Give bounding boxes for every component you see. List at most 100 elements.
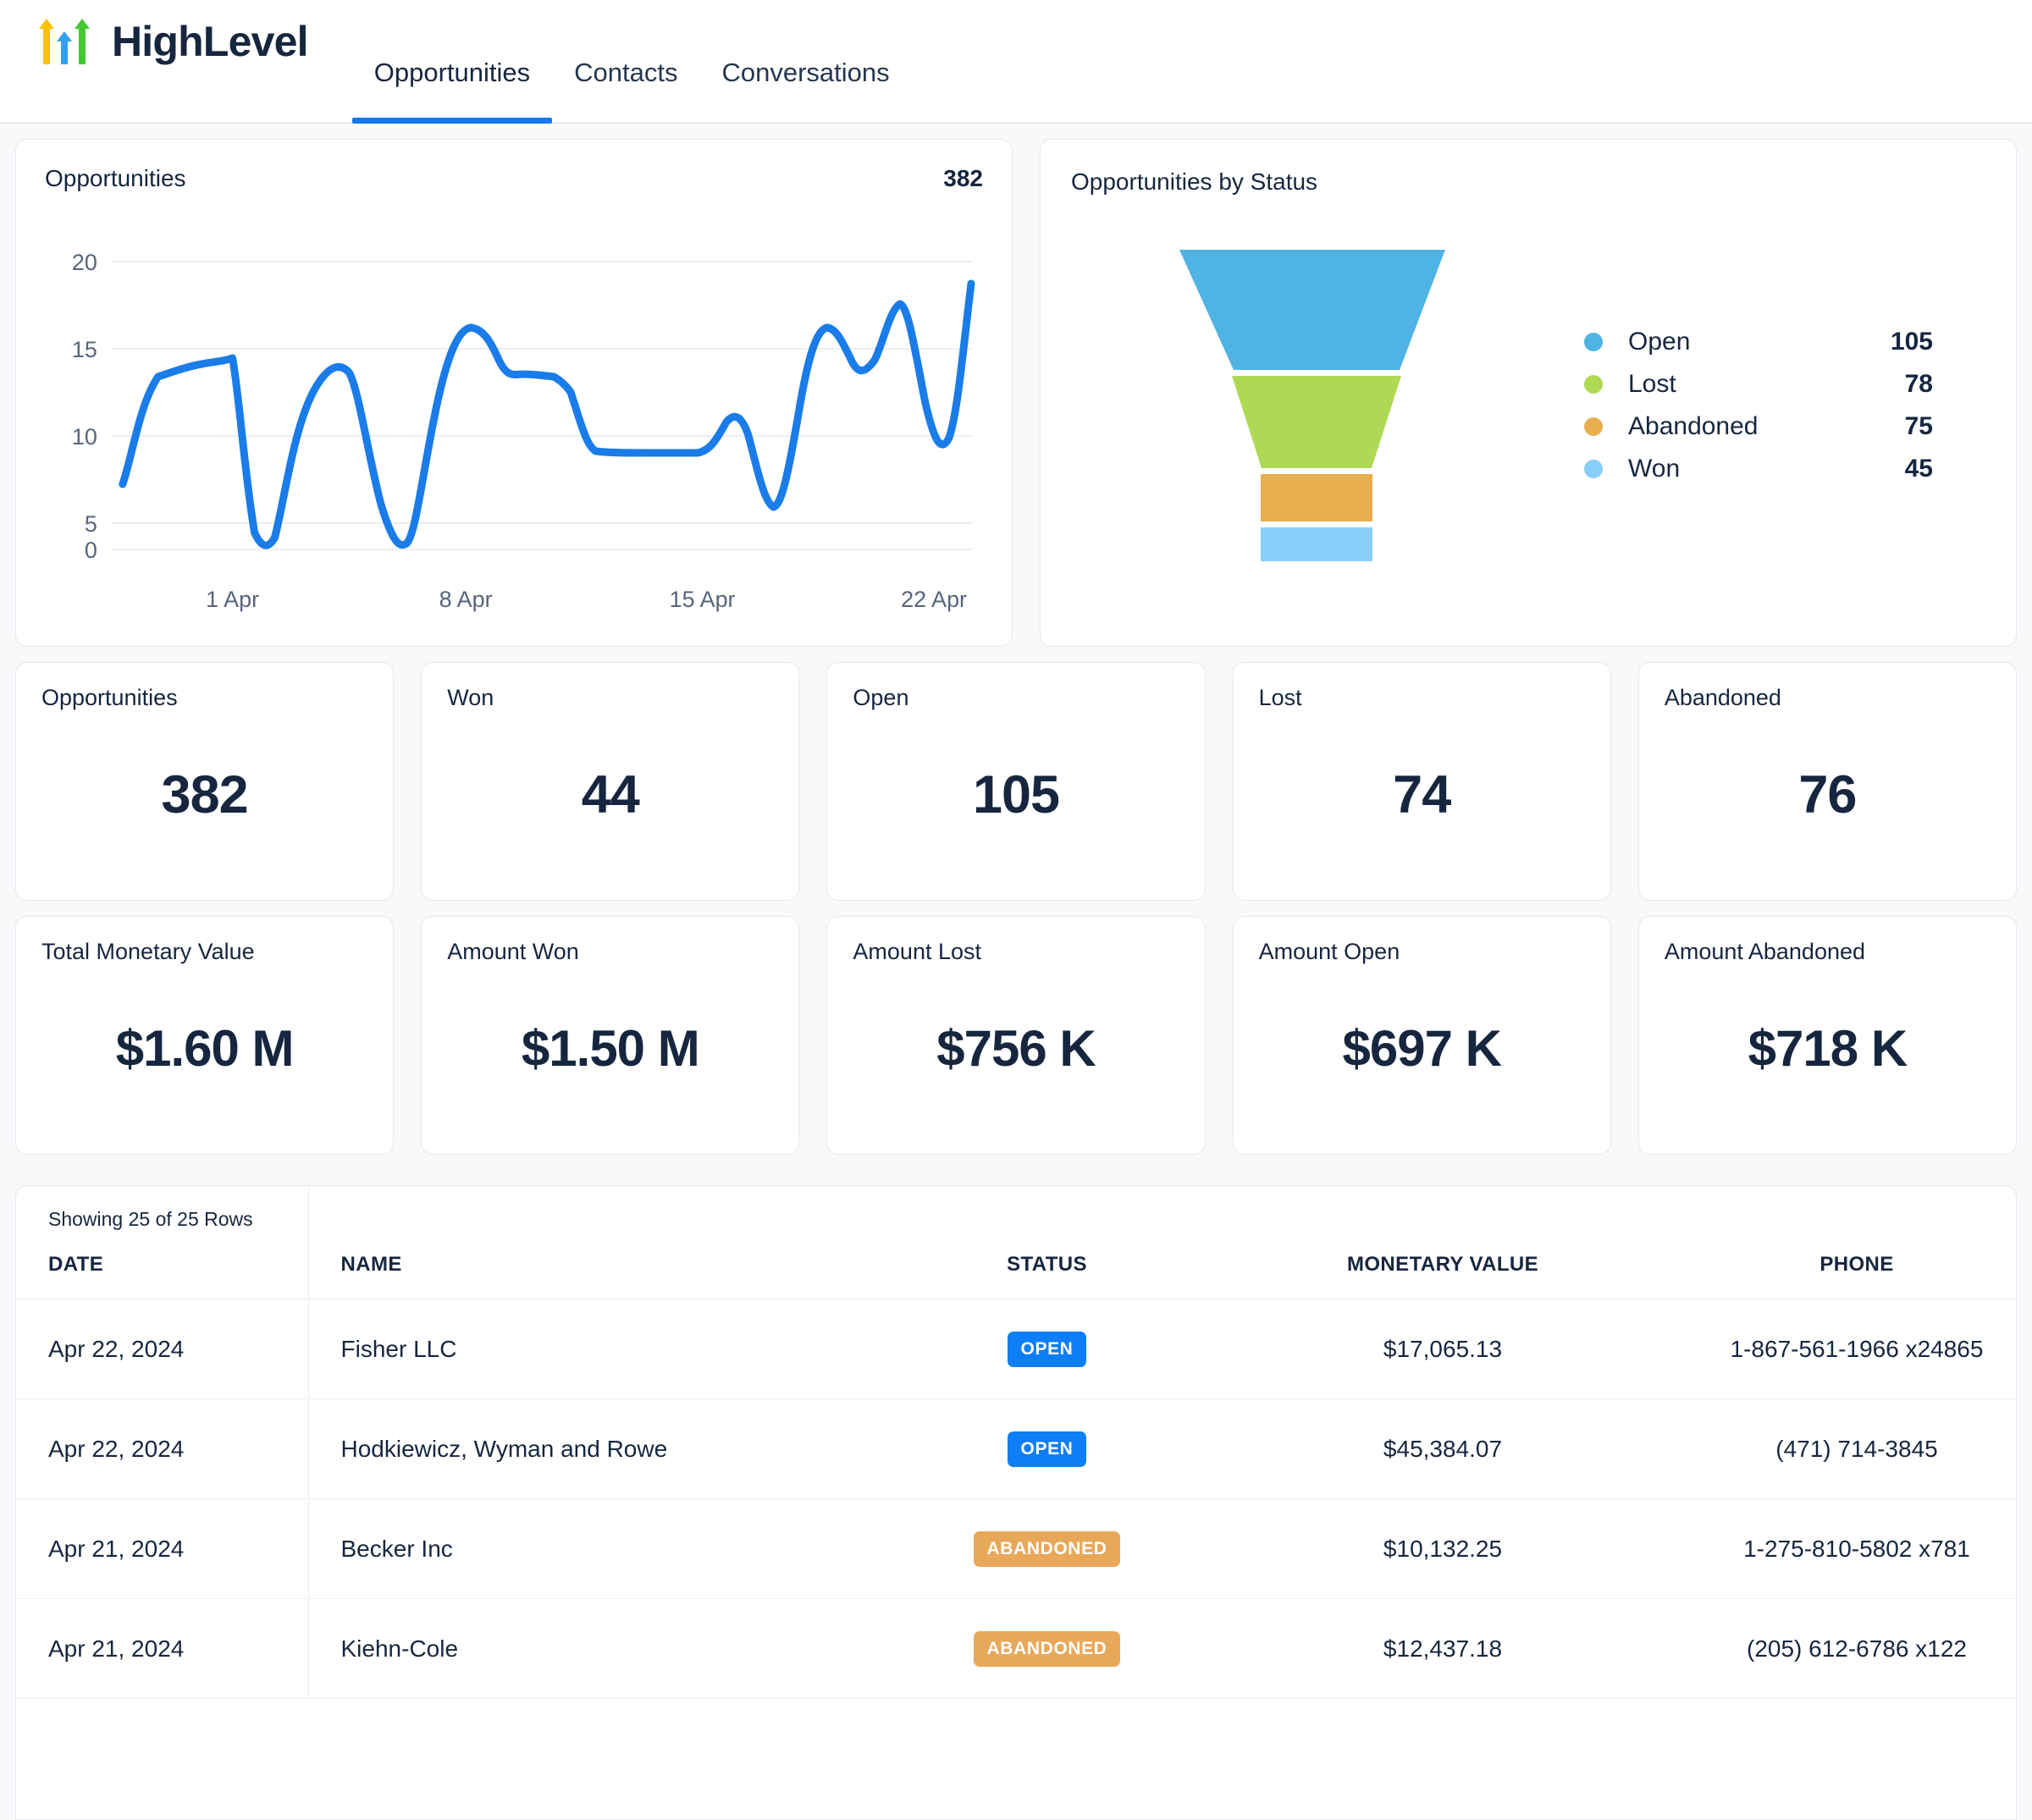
cell-name: Kiehn-Cole — [308, 1598, 875, 1699]
kpi-value: $718 K — [1748, 1020, 1908, 1077]
cell-date: Apr 22, 2024 — [16, 1299, 309, 1399]
cell-monetary-value: $10,132.25 — [1218, 1498, 1667, 1599]
kpi-value: $756 K — [936, 1020, 1096, 1077]
cell-date: Apr 21, 2024 — [16, 1598, 309, 1699]
legend-label-abandoned: Abandoned — [1628, 412, 1759, 440]
status-badge: OPEN — [1007, 1331, 1087, 1367]
kpi-value: 76 — [1798, 764, 1857, 825]
kpi-label: Amount Won — [447, 939, 579, 964]
tab-contacts[interactable]: Contacts — [574, 58, 678, 87]
cell-name: Fisher LLC — [308, 1299, 875, 1399]
legend-item-lost: Lost 78 — [1584, 363, 1933, 405]
chart-y-ticks: 20 15 10 5 0 — [72, 250, 97, 563]
tab-opportunities[interactable]: Opportunities — [351, 58, 553, 124]
status-badge: ABANDONED — [973, 1530, 1121, 1567]
kpi-card-amount-lost: Amount Lost $756 K — [826, 916, 1206, 1155]
column-header-phone[interactable]: PHONE — [1667, 1231, 2016, 1299]
nav-tabs: Opportunities Contacts Conversations — [351, 0, 912, 124]
kpi-value: 382 — [161, 764, 249, 825]
svg-text:0: 0 — [85, 538, 97, 563]
svg-text:20: 20 — [72, 250, 97, 275]
tab-conversations[interactable]: Conversations — [721, 58, 890, 87]
kpi-card-abandoned: Abandoned 76 — [1637, 662, 2018, 901]
legend-label-open: Open — [1628, 328, 1691, 356]
cell-phone: (205) 612-6786 x122 — [1667, 1598, 2016, 1699]
column-header-date[interactable]: DATE — [16, 1231, 309, 1299]
column-header-name[interactable]: NAME — [308, 1231, 875, 1299]
line-chart-header: Opportunities 382 — [45, 165, 983, 192]
cell-name: Hodkiewicz, Wyman and Rowe — [308, 1398, 875, 1499]
funnel-segment-abandoned — [1261, 474, 1372, 521]
brand: HighLevel — [32, 0, 309, 122]
legend-item-abandoned: Abandoned 75 — [1584, 405, 1933, 448]
cell-status: ABANDONED — [875, 1598, 1218, 1699]
legend-value-abandoned: 75 — [1904, 412, 1933, 440]
legend-value-lost: 78 — [1904, 370, 1933, 398]
svg-text:15 Apr: 15 Apr — [670, 587, 736, 612]
legend-value-open: 105 — [1890, 328, 1933, 356]
kpi-label: Opportunities — [41, 685, 178, 710]
charts-row: Opportunities 382 — [15, 139, 2017, 647]
cell-phone: 1-275-810-5802 x781 — [1667, 1498, 2016, 1599]
kpi-label: Lost — [1258, 685, 1302, 710]
dashboard-body: Opportunities 382 — [0, 124, 2032, 1820]
opportunities-line-chart-card: Opportunities 382 — [15, 139, 1013, 647]
three-arrows-up-icon — [39, 19, 90, 64]
kpi-card-open: Open 105 — [826, 662, 1206, 901]
status-badge: ABANDONED — [973, 1630, 1121, 1667]
chart-x-ticks: 1 Apr 8 Apr 15 Apr 22 Apr — [206, 587, 967, 612]
funnel-body: Open 105 Lost 78 Abandoned 75 — [1071, 196, 1985, 615]
kpi-card-amount-abandoned: Amount Abandoned $718 K — [1637, 916, 2018, 1155]
table-meta-row: Showing 25 of 25 Rows — [16, 1186, 2016, 1231]
legend-dot-icon — [1584, 417, 1603, 436]
column-header-monetary-value[interactable]: MONETARY VALUE — [1218, 1231, 1667, 1299]
cell-name: Becker Inc — [308, 1498, 875, 1599]
kpi-value: 74 — [1393, 764, 1451, 825]
table-header-row: DATE NAME STATUS MONETARY VALUE PHONE — [16, 1231, 2016, 1299]
legend-dot-icon — [1584, 333, 1603, 351]
top-navigation-bar: HighLevel Opportunities Contacts Convers… — [0, 0, 2032, 124]
table-row[interactable]: Apr 22, 2024 Hodkiewicz, Wyman and Rowe … — [16, 1398, 2016, 1499]
opportunities-table-card: Showing 25 of 25 Rows DATE NAME STATUS M… — [15, 1185, 2017, 1820]
line-chart-title: Opportunities — [45, 165, 186, 191]
kpi-card-won: Won 44 — [421, 662, 800, 901]
kpi-label: Amount Open — [1258, 939, 1400, 964]
showing-rows-label: Showing 25 of 25 Rows — [16, 1186, 309, 1231]
kpi-value: 105 — [972, 764, 1060, 825]
kpi-counts-row: Opportunities 382 Won 44 Open 105 Lost 7… — [15, 662, 2018, 901]
funnel-segment-open — [1179, 250, 1445, 370]
kpi-value: 44 — [581, 764, 640, 825]
funnel-chart-title: Opportunities by Status — [1071, 168, 1318, 195]
kpi-card-amount-won: Amount Won $1.50 M — [421, 916, 800, 1155]
status-badge: OPEN — [1007, 1431, 1087, 1467]
cell-phone: (471) 714-3845 — [1667, 1398, 2016, 1499]
cell-monetary-value: $12,437.18 — [1218, 1598, 1667, 1699]
table-row[interactable]: Apr 21, 2024 Kiehn-Cole ABANDONED $12,43… — [16, 1598, 2016, 1699]
legend-dot-icon — [1584, 460, 1603, 478]
svg-text:22 Apr: 22 Apr — [901, 587, 967, 612]
table-row[interactable]: Apr 22, 2024 Fisher LLC OPEN $17,065.13 … — [16, 1299, 2016, 1399]
kpi-money-row: Total Monetary Value $1.60 M Amount Won … — [15, 916, 2018, 1155]
line-chart-svg: 20 15 10 5 0 1 Apr 8 Apr 15 Apr — [72, 250, 975, 612]
legend-dot-icon — [1584, 375, 1603, 394]
kpi-value: $1.60 M — [115, 1020, 295, 1077]
cell-status: OPEN — [875, 1398, 1218, 1499]
brand-name: HighLevel — [112, 18, 309, 65]
funnel-chart-svg — [1179, 250, 1445, 561]
kpi-card-lost: Lost 74 — [1232, 662, 1611, 901]
cell-date: Apr 22, 2024 — [16, 1398, 309, 1499]
line-chart-plot: 20 15 10 5 0 1 Apr 8 Apr 15 Apr — [45, 201, 983, 617]
kpi-label: Total Monetary Value — [41, 939, 255, 964]
table-row[interactable]: Apr 21, 2024 Becker Inc ABANDONED $10,13… — [16, 1498, 2016, 1599]
legend-item-open: Open 105 — [1584, 321, 1933, 363]
cell-status: ABANDONED — [875, 1498, 1218, 1599]
funnel-segment-won — [1261, 527, 1372, 561]
legend-label-lost: Lost — [1628, 370, 1676, 398]
column-header-status[interactable]: STATUS — [875, 1231, 1218, 1299]
kpi-card-opportunities: Opportunities 382 — [15, 662, 395, 901]
kpi-label: Amount Abandoned — [1664, 939, 1866, 964]
funnel-legend: Open 105 Lost 78 Abandoned 75 — [1584, 321, 1933, 490]
svg-text:10: 10 — [72, 424, 97, 449]
line-chart-total: 382 — [943, 165, 983, 191]
